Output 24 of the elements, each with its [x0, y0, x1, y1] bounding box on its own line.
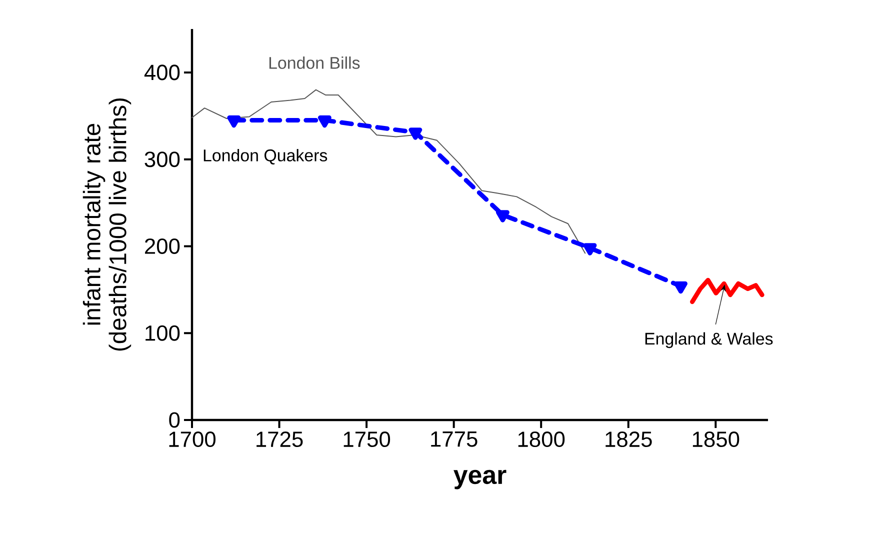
series-label: London Bills [269, 56, 360, 69]
y-tick-label: 300 [144, 152, 180, 168]
point [674, 281, 688, 294]
y-tick-label: 0 [169, 412, 180, 428]
point [227, 115, 241, 128]
x-tick-label: 1725 [256, 432, 303, 448]
x-tick-label: 1825 [606, 432, 652, 448]
point [583, 243, 597, 256]
x-tick-label: 1775 [431, 432, 478, 447]
x-tick-label: 1700 [169, 432, 216, 448]
y-tick-label: 400 [144, 64, 180, 80]
x-tick-label: 1800 [518, 432, 565, 448]
point [318, 115, 332, 128]
point [496, 210, 510, 222]
x-tick-label: 1850 [692, 432, 740, 448]
x-axis-title: year [454, 470, 506, 490]
y-axis-title: infant mortality rate (deaths/1000 live births) [82, 98, 132, 351]
point [408, 128, 422, 140]
y-tick-label: 200 [145, 238, 180, 254]
series-label: London Quakers [204, 148, 328, 164]
x-tick-label: 1750 [344, 432, 390, 448]
y-tick-label: 100 [146, 325, 180, 341]
text: England & Wales [645, 332, 773, 348]
line-series [690, 278, 764, 304]
